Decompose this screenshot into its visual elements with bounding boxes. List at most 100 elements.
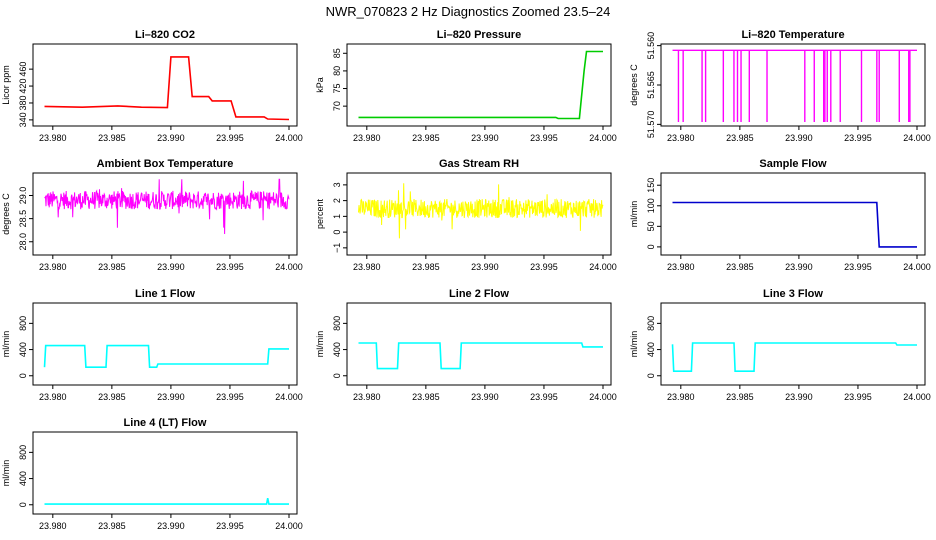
plot-frame bbox=[32, 431, 298, 515]
x-tick-label: 24.000 bbox=[903, 262, 931, 272]
y-tick-label: −1 bbox=[332, 243, 342, 253]
chart-title: Li–820 Pressure bbox=[437, 29, 521, 41]
chart-title: Line 4 (LT) Flow bbox=[124, 417, 207, 429]
x-tick-label: 23.990 bbox=[471, 262, 499, 272]
chart-panel: Line 4 (LT) Flow ml/min 23.980 23.985 23.990… bbox=[1, 417, 303, 531]
chart-title: Ambient Box Temperature bbox=[97, 158, 234, 170]
chart-panel: Ambient Box Temperature degrees C 23.980 23… bbox=[1, 158, 303, 272]
y-tick-label: 51.560 bbox=[646, 32, 656, 60]
plot-frame bbox=[660, 302, 926, 386]
x-tick-label: 24.000 bbox=[903, 133, 931, 143]
x-tick-label: 23.980 bbox=[667, 262, 695, 272]
x-tick-label: 23.995 bbox=[530, 262, 558, 272]
y-tick-label: 28.0 bbox=[18, 233, 28, 251]
x-tick-label: 23.985 bbox=[98, 392, 126, 402]
x-tick-label: 23.990 bbox=[471, 392, 499, 402]
y-tick-label: 400 bbox=[18, 471, 28, 486]
x-tick-label: 23.985 bbox=[98, 521, 126, 531]
y-axis-label: percent bbox=[315, 198, 325, 229]
y-tick-label: 400 bbox=[332, 342, 342, 357]
chart-panel: Sample Flow ml/min 23.980 23.985 23.990 23.99… bbox=[629, 158, 931, 272]
x-tick-label: 23.990 bbox=[157, 392, 185, 402]
x-tick-label: 23.985 bbox=[412, 262, 440, 272]
chart-title: Sample Flow bbox=[759, 158, 827, 170]
y-tick-label: 400 bbox=[18, 342, 28, 357]
series-line bbox=[44, 56, 290, 121]
x-tick-label: 24.000 bbox=[903, 392, 931, 402]
y-tick-label: 85 bbox=[332, 48, 342, 58]
chart-panel: Line 1 Flow ml/min 23.980 23.985 23.990 23.99… bbox=[1, 288, 303, 402]
x-tick-label: 23.990 bbox=[471, 133, 499, 143]
x-tick-label: 24.000 bbox=[275, 262, 303, 272]
y-tick-label: 0 bbox=[18, 502, 28, 507]
y-tick-label: 51.565 bbox=[646, 71, 656, 99]
y-tick-label: 420 bbox=[18, 79, 28, 94]
y-tick-label: 800 bbox=[18, 445, 28, 460]
x-tick-label: 23.990 bbox=[785, 392, 813, 402]
x-tick-label: 23.995 bbox=[216, 133, 244, 143]
x-tick-label: 23.985 bbox=[726, 262, 754, 272]
series-line bbox=[43, 344, 289, 369]
series-line bbox=[671, 342, 917, 373]
chart-panel: Li–820 Temperature degrees C 23.980 23.985 2… bbox=[629, 29, 931, 143]
y-tick-label: 1 bbox=[332, 214, 342, 219]
x-tick-label: 24.000 bbox=[275, 392, 303, 402]
y-tick-label: 0 bbox=[332, 373, 342, 378]
x-tick-label: 23.985 bbox=[98, 133, 126, 143]
series-line bbox=[358, 50, 603, 120]
y-tick-label: 75 bbox=[332, 84, 342, 94]
y-axis-label: degrees C bbox=[1, 193, 11, 235]
y-axis-label: ml/min bbox=[1, 460, 11, 487]
x-tick-label: 23.995 bbox=[216, 392, 244, 402]
x-tick-label: 23.985 bbox=[412, 133, 440, 143]
plot-frame bbox=[32, 43, 298, 127]
x-tick-label: 23.995 bbox=[530, 392, 558, 402]
y-tick-label: 400 bbox=[646, 342, 656, 357]
x-tick-label: 23.995 bbox=[216, 521, 244, 531]
x-tick-label: 23.980 bbox=[39, 392, 67, 402]
y-tick-label: 0 bbox=[646, 244, 656, 249]
y-tick-label: 340 bbox=[18, 112, 28, 127]
series-line bbox=[44, 498, 289, 505]
x-tick-label: 24.000 bbox=[589, 262, 617, 272]
chart-panel: Li–820 Pressure kPa 23.980 23.985 23.990 23.9… bbox=[315, 29, 617, 143]
y-axis-label: ml/min bbox=[1, 331, 11, 358]
x-tick-label: 23.990 bbox=[157, 521, 185, 531]
x-tick-label: 24.000 bbox=[589, 392, 617, 402]
y-tick-label: 3 bbox=[332, 182, 342, 187]
chart-title: Li–820 Temperature bbox=[741, 29, 844, 41]
plot-frame bbox=[660, 43, 926, 127]
x-tick-label: 23.980 bbox=[39, 262, 67, 272]
x-tick-label: 23.995 bbox=[530, 133, 558, 143]
x-tick-label: 23.985 bbox=[98, 262, 126, 272]
chart-panel: Line 3 Flow ml/min 23.980 23.985 23.990 23.99… bbox=[629, 288, 931, 402]
y-axis-label: ml/min bbox=[629, 201, 639, 228]
y-tick-label: 51.570 bbox=[646, 111, 656, 139]
y-tick-label: 70 bbox=[332, 101, 342, 111]
chart-title: Gas Stream RH bbox=[439, 158, 519, 170]
y-tick-label: 800 bbox=[646, 316, 656, 331]
series-line bbox=[44, 178, 290, 235]
y-tick-label: 0 bbox=[646, 373, 656, 378]
x-tick-label: 23.980 bbox=[667, 133, 695, 143]
x-tick-label: 23.995 bbox=[844, 392, 872, 402]
plot-frame bbox=[346, 302, 612, 386]
series-line bbox=[672, 201, 917, 248]
chart-panel: Line 2 Flow ml/min 23.980 23.985 23.990 23.99… bbox=[315, 288, 617, 402]
y-axis-label: ml/min bbox=[315, 331, 325, 358]
x-tick-label: 23.980 bbox=[353, 392, 381, 402]
chart-title: Line 2 Flow bbox=[449, 288, 509, 300]
x-tick-label: 23.990 bbox=[785, 262, 813, 272]
x-tick-label: 23.980 bbox=[39, 133, 67, 143]
y-tick-label: 150 bbox=[646, 178, 656, 193]
x-tick-label: 23.995 bbox=[216, 262, 244, 272]
x-tick-label: 23.980 bbox=[667, 392, 695, 402]
chart-title: Line 3 Flow bbox=[763, 288, 823, 300]
y-tick-label: 29.0 bbox=[18, 187, 28, 205]
y-axis-label: ml/min bbox=[629, 331, 639, 358]
plot-frame bbox=[346, 172, 612, 256]
y-tick-label: 50 bbox=[646, 221, 656, 231]
